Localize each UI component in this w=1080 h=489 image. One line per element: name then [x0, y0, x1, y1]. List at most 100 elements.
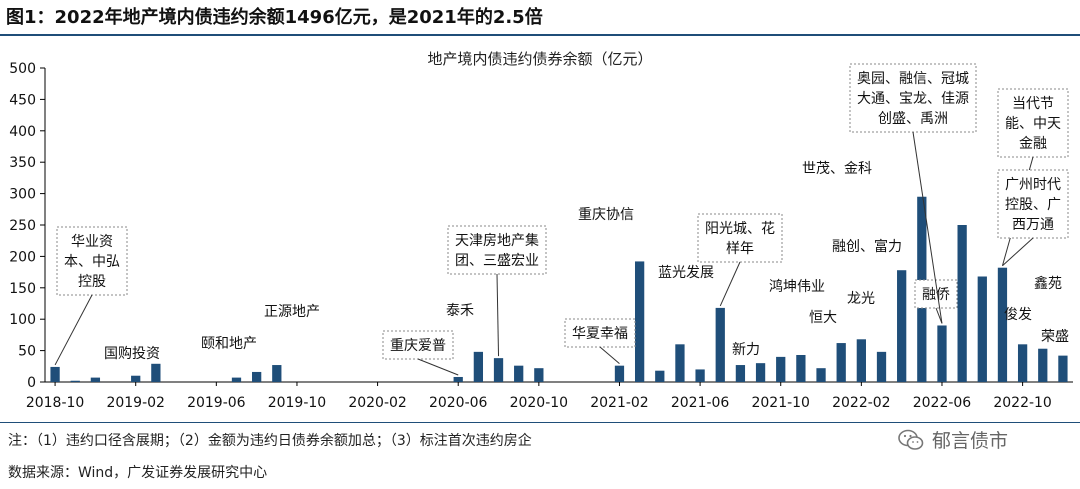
x-tick-label: 2018-10 — [26, 395, 85, 411]
bar — [473, 351, 484, 382]
wechat-icon — [898, 429, 924, 450]
annotations: 华业资本、中弘控股国购投资颐和地产正源地产重庆爱普泰禾天津房地产集团、三盛宏业华… — [54, 63, 1069, 376]
bottom-divider — [0, 422, 1080, 423]
x-tick-label: 2019-02 — [106, 395, 165, 411]
x-tick-label: 2022-10 — [993, 395, 1052, 411]
annotation-text: 西万通 — [1012, 217, 1054, 233]
x-tick-label: 2022-06 — [913, 395, 972, 411]
title-divider — [0, 34, 1080, 36]
annotation-text: 能、中天 — [1005, 116, 1061, 132]
annotation-text: 样年 — [726, 241, 754, 257]
annotation-text: 国购投资 — [104, 346, 160, 362]
annotation-text: 泰禾 — [446, 303, 474, 319]
annotation-text: 大通、宝龙、佳源 — [857, 91, 969, 107]
annotation-leader — [417, 358, 459, 376]
bar — [937, 325, 947, 382]
x-tick-label: 2020-06 — [429, 395, 488, 411]
annotation: 重庆协信 — [578, 207, 634, 223]
annotation-text: 阳光城、花 — [705, 221, 775, 237]
annotation: 颐和地产 — [201, 336, 257, 352]
annotation-text: 恒大 — [809, 310, 837, 326]
annotation-text: 创盛、禹洲 — [878, 111, 948, 127]
annotation-leader — [496, 273, 500, 357]
annotation-text: 华夏幸福 — [572, 326, 628, 342]
bar — [796, 354, 806, 382]
annotation: 荣盛 — [1041, 329, 1069, 345]
bar — [876, 351, 887, 382]
bar — [131, 375, 141, 382]
annotation: 恒大 — [809, 310, 837, 326]
y-tick-label: 350 — [9, 155, 36, 171]
annotation: 蓝光发展 — [658, 265, 714, 281]
annotation: 正源地产 — [264, 304, 320, 320]
bar — [614, 365, 625, 382]
annotation-box — [564, 318, 636, 348]
annotation: 世茂、金科 — [802, 160, 872, 177]
annotation: 融侨 — [914, 279, 958, 324]
annotation-text: 天津房地产集 — [455, 232, 539, 249]
annotation-text: 控股 — [78, 274, 106, 290]
annotation-text: 蓝光发展 — [658, 265, 714, 281]
bar — [715, 307, 725, 382]
y-tick-label: 100 — [9, 312, 36, 328]
y-tick-label: 300 — [9, 187, 36, 203]
annotation-text: 融创、富力 — [832, 238, 902, 255]
y-tick-label: 200 — [9, 249, 36, 265]
figure-title: 图1：2022年地产境内债违约余额1496亿元，是2021年的2.5倍 — [6, 7, 543, 28]
bar — [231, 377, 242, 382]
bar — [634, 261, 645, 382]
bar — [856, 339, 866, 382]
annotation-text: 新力 — [732, 342, 760, 358]
annotation-text: 龙光 — [847, 291, 875, 307]
x-tick-label: 2019-06 — [187, 395, 246, 411]
annotation: 阳光城、花样年 — [697, 213, 783, 307]
annotation: 鸿坤伟业 — [769, 278, 825, 295]
x-tick-label: 2021-02 — [590, 395, 649, 411]
annotation-text: 重庆爱普 — [390, 338, 446, 354]
bar — [151, 363, 161, 382]
x-tick-label: 2019-10 — [268, 395, 327, 411]
annotation-leader — [719, 261, 741, 307]
x-tick-label: 2021-10 — [751, 395, 810, 411]
bar-chart: 地产境内债违约债券余额（亿元） 0 50 100 150 200 250 300 350 400… — [9, 50, 1073, 411]
annotation-box — [997, 169, 1069, 239]
x-tick-label: 2020-02 — [348, 395, 407, 411]
axes: 0 50 100 150 200 250 300 350 400 450 500 2018-10 201… — [9, 61, 1073, 411]
annotation-leader — [935, 307, 943, 324]
y-tick-label: 0 — [27, 375, 36, 391]
annotation: 华夏幸福 — [564, 318, 636, 365]
bar — [493, 358, 504, 382]
bar — [655, 370, 665, 382]
y-tick-label: 50 — [18, 344, 36, 360]
bar — [675, 344, 685, 382]
annotation-box — [382, 330, 454, 360]
annotation-leader — [599, 346, 620, 365]
annotation-text: 世茂、金科 — [802, 160, 872, 177]
bar — [1058, 355, 1068, 382]
x-tick-label: 2021-06 — [671, 395, 730, 411]
y-tick-label: 150 — [9, 281, 36, 297]
annotation-text: 正源地产 — [264, 304, 320, 320]
annotation: 鑫苑 — [1034, 275, 1062, 292]
bar — [514, 365, 524, 382]
x-tick-label: 2020-10 — [510, 395, 569, 411]
annotation-text: 俊发 — [1004, 307, 1032, 323]
y-tick-label: 250 — [9, 218, 36, 234]
annotation-text: 当代节 — [1012, 96, 1054, 112]
bar — [897, 270, 907, 382]
annotation-text: 本、中弘 — [64, 254, 120, 270]
annotation-text: 荣盛 — [1041, 329, 1069, 345]
annotation-leader — [54, 294, 93, 366]
annotation-text: 融侨 — [922, 287, 950, 303]
annotation: 重庆爱普 — [382, 330, 459, 376]
bar — [695, 369, 705, 382]
bar — [776, 356, 786, 382]
bar — [272, 365, 282, 382]
bar — [755, 363, 766, 382]
annotation-box — [697, 213, 783, 263]
bar — [1017, 344, 1028, 382]
bar — [997, 267, 1008, 382]
annotation-text: 华业资 — [71, 234, 113, 250]
